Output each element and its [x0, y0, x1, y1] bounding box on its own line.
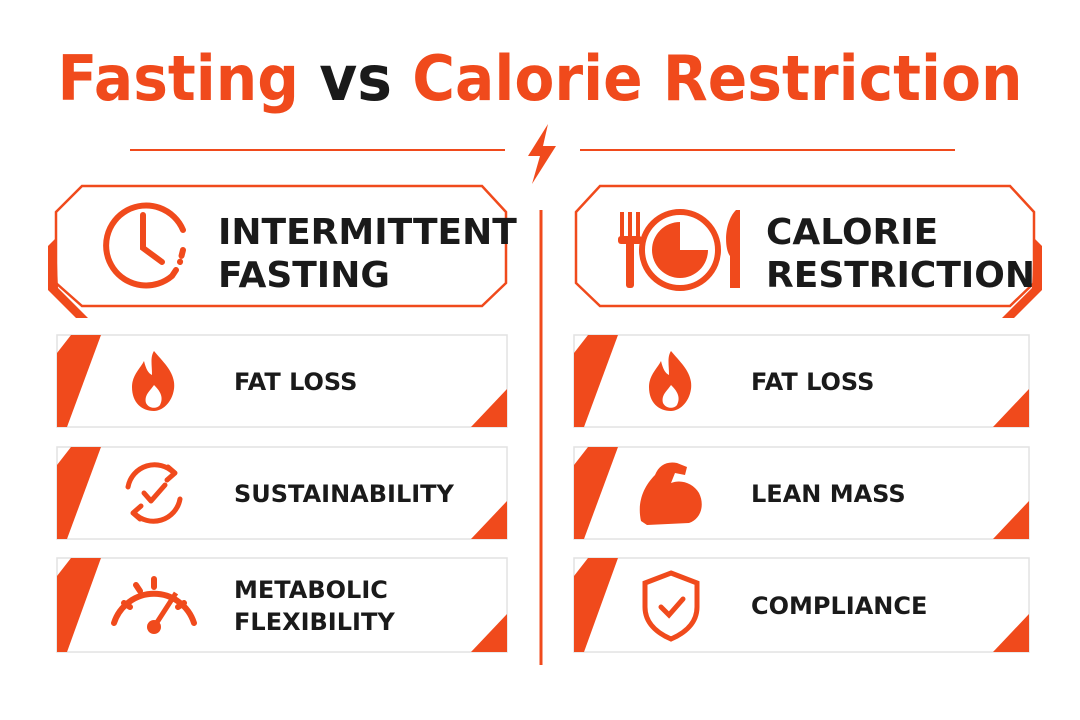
item-icon	[125, 462, 183, 524]
item-label: COMPLIANCE	[751, 592, 927, 620]
title-part: vs	[319, 42, 392, 115]
accent	[471, 389, 507, 427]
item-label: SUSTAINABILITY	[234, 480, 455, 508]
item-icon	[111, 576, 197, 634]
accent	[57, 447, 101, 539]
accent	[574, 558, 618, 652]
item-label: FLEXIBILITY	[234, 608, 395, 636]
accent	[574, 335, 618, 427]
accent	[48, 238, 88, 318]
accent	[1002, 238, 1042, 318]
item-card	[56, 446, 508, 540]
item-label: METABOLIC	[234, 576, 388, 604]
clock-icon	[103, 202, 186, 289]
title-part: Calorie Restriction	[412, 42, 1022, 115]
item-icon	[132, 351, 175, 411]
plate-icon	[618, 209, 740, 291]
accent	[57, 558, 101, 652]
cards: FAT LOSS SUSTAINABILITY METABOLIC FLEXIBILI…	[56, 334, 1030, 653]
item-label: FAT LOSS	[234, 368, 357, 396]
header-label: FASTING	[218, 255, 390, 296]
accent	[993, 389, 1029, 427]
accent	[471, 614, 507, 652]
header-label: RESTRICTION	[766, 255, 1035, 296]
item-label: FAT LOSS	[751, 368, 874, 396]
accent	[993, 501, 1029, 539]
accent	[57, 335, 101, 427]
accent	[993, 614, 1029, 652]
item-label: LEAN MASS	[751, 480, 906, 508]
item-card	[573, 557, 1030, 653]
item-icon	[649, 351, 692, 411]
bolt	[528, 124, 556, 184]
accent	[574, 447, 618, 539]
item-icon	[642, 570, 700, 642]
header-label: CALORIE	[766, 212, 938, 253]
header-label: INTERMITTENT	[218, 212, 517, 253]
item-icon	[639, 462, 702, 525]
title: Fasting vs Calorie Restriction	[58, 42, 1023, 115]
accent	[471, 501, 507, 539]
title-part: Fasting	[58, 42, 299, 115]
